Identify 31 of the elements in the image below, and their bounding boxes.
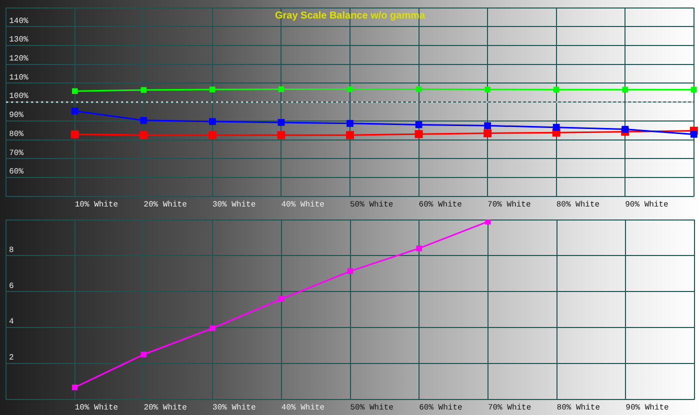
y-tick-label: 120% [9, 54, 28, 64]
y-tick-label: 100% [9, 92, 28, 102]
x-tick-label: 50% White [350, 200, 394, 210]
y-tick-label: 8 [9, 246, 14, 255]
y-tick-label: 60% [9, 168, 24, 177]
x-tick-label: 60% White [418, 200, 462, 210]
x-tick-label: 70% White [488, 403, 532, 412]
y-tick-label: 110% [9, 73, 28, 82]
x-tick-label: 10% White [74, 403, 118, 412]
x-tick-label: 70% White [488, 200, 531, 210]
x-tick-label: 90% White [626, 403, 670, 412]
x-tick-label: 20% White [144, 403, 188, 412]
y-tick-label: 80% [9, 130, 24, 139]
x-tick-label: 10% White [74, 200, 118, 210]
x-tick-label: 60% White [419, 403, 463, 412]
y-tick-label: 6 [9, 282, 14, 291]
x-tick-label: 30% White [212, 403, 256, 412]
x-tick-label: 90% White [625, 200, 669, 210]
y-tick-label: 90% [9, 111, 24, 120]
y-tick-label: 130% [9, 36, 28, 45]
x-tick-label: 80% White [556, 403, 600, 412]
x-tick-label: 40% White [281, 403, 325, 412]
x-tick-label: 30% White [212, 200, 256, 210]
y-tick-label: 4 [9, 318, 14, 327]
x-tick-label: 20% White [144, 200, 188, 210]
y-tick-label: 140% [9, 16, 28, 26]
y-tick-label: 70% [9, 148, 24, 158]
x-tick-label: 40% White [281, 200, 325, 210]
x-tick-label: 80% White [556, 200, 600, 210]
y-tick-label: 2 [9, 354, 14, 363]
x-tick-label: 50% White [350, 403, 394, 412]
